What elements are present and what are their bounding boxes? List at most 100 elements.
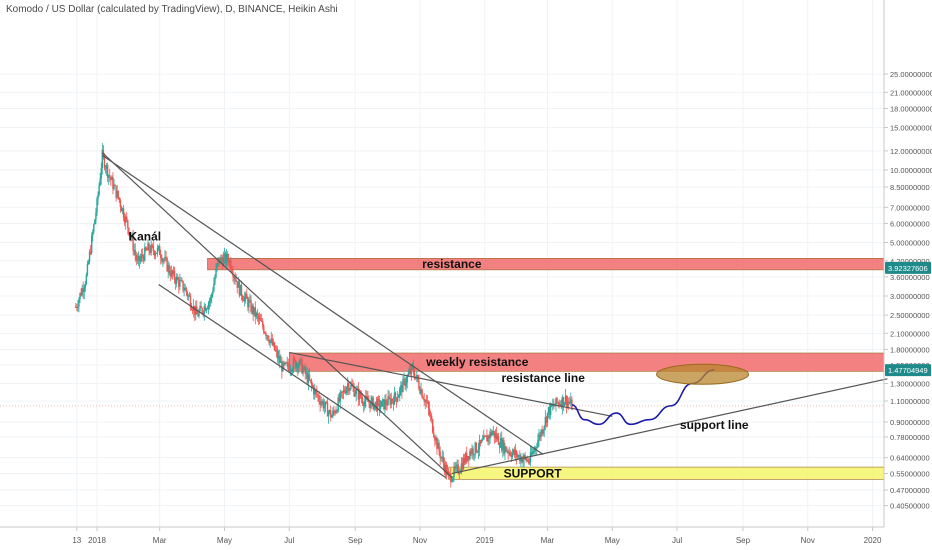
price-axis[interactable]: 25.00000000 21.00000000 18.00000000 15.0000… bbox=[884, 70, 932, 511]
candle bbox=[287, 358, 289, 372]
candle-body bbox=[131, 236, 133, 238]
candle bbox=[175, 273, 178, 288]
candle bbox=[130, 232, 132, 242]
candle-body bbox=[310, 380, 313, 385]
candle bbox=[112, 172, 114, 195]
time-axis[interactable]: 13 2018 Mar May Jul Sep Nov 2019 Mar May Jul Sep Nov… bbox=[72, 527, 882, 545]
candle-body bbox=[487, 435, 489, 442]
y-tick-label: 1.30000000 bbox=[890, 380, 930, 389]
candle bbox=[508, 446, 510, 457]
candle-body bbox=[75, 307, 77, 309]
candle bbox=[191, 307, 194, 315]
candle-body bbox=[263, 326, 265, 333]
candle bbox=[540, 428, 542, 442]
candle bbox=[270, 331, 272, 344]
candle-body bbox=[89, 251, 92, 254]
candle bbox=[280, 354, 282, 363]
candle bbox=[207, 300, 210, 315]
candle bbox=[297, 362, 299, 376]
candle-body bbox=[208, 301, 211, 304]
candle bbox=[562, 396, 565, 412]
candle bbox=[321, 399, 323, 406]
candle-body bbox=[173, 270, 176, 280]
candle-body bbox=[348, 383, 350, 391]
candle bbox=[536, 443, 538, 456]
candle-body bbox=[457, 464, 459, 473]
candle bbox=[216, 262, 218, 272]
candle bbox=[256, 308, 259, 322]
x-tick-label: Jul bbox=[284, 536, 294, 545]
candle-body bbox=[488, 435, 490, 439]
candle-body bbox=[333, 410, 335, 412]
candle-body bbox=[237, 281, 239, 288]
candle-body bbox=[547, 407, 550, 413]
candle-body bbox=[376, 399, 379, 411]
candle-body bbox=[256, 312, 259, 316]
candle-body bbox=[109, 174, 111, 178]
candle bbox=[369, 402, 371, 413]
candle-body bbox=[566, 401, 569, 407]
candle bbox=[282, 360, 284, 372]
candle-body bbox=[445, 464, 448, 475]
candle-body bbox=[501, 438, 503, 451]
candle-body bbox=[127, 220, 129, 228]
candle bbox=[542, 428, 544, 437]
candle bbox=[408, 365, 411, 375]
y-tick-label: 15.00000000 bbox=[890, 124, 932, 133]
candle bbox=[96, 196, 98, 216]
candle-body bbox=[453, 466, 455, 478]
candle-body bbox=[259, 318, 262, 321]
candle-body bbox=[338, 397, 340, 402]
candle bbox=[493, 430, 496, 444]
candle-body bbox=[305, 372, 307, 374]
candle bbox=[410, 363, 413, 381]
candle-body bbox=[503, 440, 505, 454]
candle-body bbox=[243, 296, 246, 302]
candle-body bbox=[369, 402, 371, 409]
candle-body bbox=[481, 439, 484, 441]
candle-body bbox=[119, 200, 122, 207]
y-tick-label: 21.00000000 bbox=[890, 88, 932, 97]
candle-body bbox=[157, 246, 160, 248]
candle-body bbox=[262, 321, 264, 327]
candle bbox=[546, 412, 549, 427]
candle bbox=[272, 338, 275, 347]
candle-body bbox=[476, 451, 479, 453]
candle-body bbox=[558, 402, 560, 405]
candle-body bbox=[160, 254, 162, 259]
candle bbox=[170, 265, 173, 279]
candle bbox=[505, 445, 507, 452]
candle-body bbox=[274, 349, 277, 351]
candle bbox=[393, 386, 396, 406]
candle bbox=[102, 145, 105, 160]
candle bbox=[134, 243, 136, 262]
candle-body bbox=[435, 437, 437, 441]
candle-body bbox=[225, 253, 228, 263]
candle bbox=[506, 447, 508, 454]
candle bbox=[433, 426, 435, 439]
candle bbox=[292, 355, 295, 374]
candle-body bbox=[94, 219, 96, 225]
candle-body bbox=[330, 410, 332, 418]
candle bbox=[488, 434, 490, 446]
candle-body bbox=[266, 335, 268, 337]
candle bbox=[489, 428, 491, 444]
candle-body bbox=[498, 444, 501, 448]
candle bbox=[299, 357, 301, 365]
candle-body bbox=[504, 446, 506, 454]
candle bbox=[435, 434, 437, 445]
candle-body bbox=[395, 397, 398, 402]
candle bbox=[160, 249, 162, 265]
projection-path bbox=[571, 369, 715, 426]
candle bbox=[339, 389, 341, 409]
candle-body bbox=[387, 396, 389, 406]
candle-body bbox=[143, 256, 145, 261]
candle bbox=[537, 433, 539, 449]
candle-body bbox=[222, 257, 225, 267]
candle-body bbox=[418, 380, 420, 389]
candle-body bbox=[242, 299, 245, 302]
candle bbox=[239, 284, 242, 296]
candle bbox=[394, 391, 397, 402]
candle bbox=[471, 444, 473, 459]
